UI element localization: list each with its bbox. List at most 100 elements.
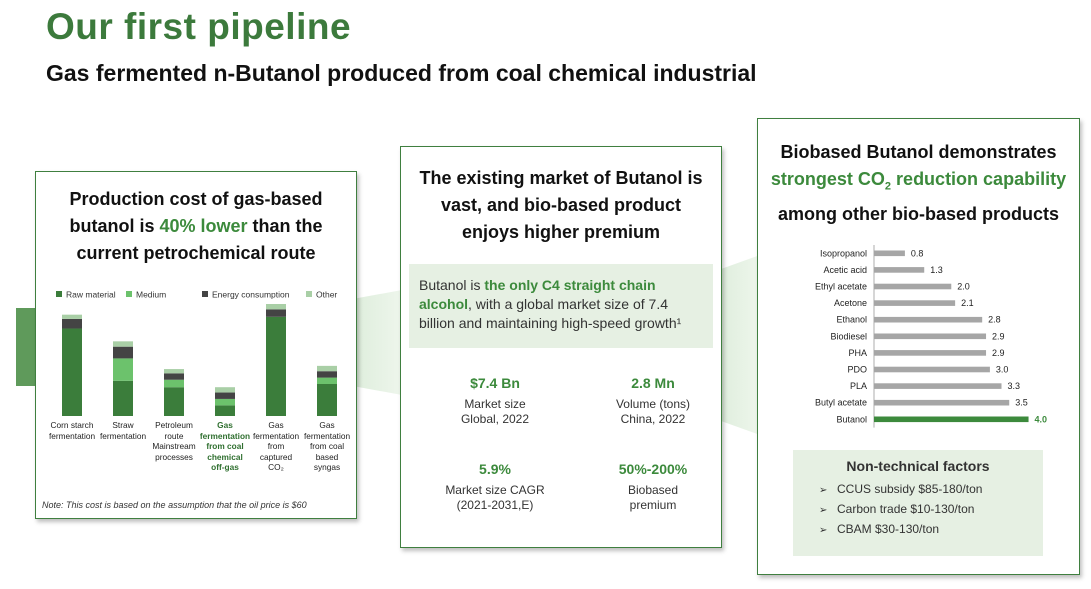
co2-reduction-bar-chart: Isopropanol 0.8 Acetic acid 1.3 Ethyl acetat… — [815, 245, 1048, 428]
co2-heading-hl-post: reduction capability — [891, 169, 1067, 189]
cost-heading-highlight: 40% lower — [159, 216, 248, 236]
data-bar — [874, 283, 952, 290]
bar-segment — [266, 309, 286, 317]
stat-market-size-label: Market size Global, 2022 — [415, 397, 575, 427]
stat-premium-value: 50%-200% — [618, 461, 688, 477]
bar-segment — [164, 379, 184, 388]
stat-cagr-value: 5.9% — [479, 461, 511, 477]
data-bar — [874, 350, 987, 356]
bar-segment — [317, 384, 337, 416]
legend-label: Other — [316, 290, 337, 300]
data-bar — [874, 416, 1029, 423]
category-label: Gas fermentation from captured CO₂ — [252, 420, 300, 472]
bar-segment — [113, 341, 133, 347]
category-label: Gas fermentation from coal based syngas — [303, 420, 351, 472]
co2-heading-line1: Biobased Butanol demonstrates — [780, 142, 1057, 162]
legend-swatch — [202, 291, 208, 297]
co2-reduction-card: Biobased Butanol demonstrates strongest … — [757, 118, 1080, 575]
data-label: 1.3 — [930, 265, 943, 275]
data-label: 4.0 — [1035, 414, 1048, 424]
data-label: 2.1 — [961, 298, 974, 308]
legend-label: Medium — [136, 290, 166, 300]
cost-heading-post: than the — [247, 216, 323, 236]
connector-band-left — [16, 308, 36, 386]
bar-segment — [317, 377, 337, 384]
stat-volume-value: 2.8 Mn — [631, 375, 675, 391]
legend-label: Raw material — [66, 290, 116, 300]
stat-label-line: Biobased — [627, 483, 679, 497]
legend-swatch — [126, 291, 132, 297]
non-technical-title: Non-technical factors — [846, 458, 990, 474]
stat-label-line: Market size CAGR — [445, 483, 545, 497]
stat-label-line: Global, 2022 — [460, 412, 530, 426]
cost-heading-line3: current petrochemical route — [76, 243, 316, 263]
data-bar — [874, 267, 925, 273]
butanol-info-box: Butanol is the only C4 straight chain al… — [409, 264, 713, 348]
info-highlight: the only C4 straight chain alcohol — [419, 277, 656, 312]
data-bar — [874, 366, 990, 373]
data-bar — [874, 399, 1010, 406]
non-technical-list: ➢ CCUS subsidy $85-180/ton ➢ Carbon trade … — [793, 480, 1043, 540]
data-bar — [874, 333, 987, 340]
bar-segment — [266, 316, 286, 416]
bar-segment — [113, 380, 133, 416]
market-heading-line3: enjoys higher premium — [461, 222, 661, 242]
category-label: Butyl acetate — [815, 398, 867, 408]
bar-segment — [113, 346, 133, 359]
category-label: Isopropanol — [820, 248, 867, 258]
market-card: The existing market of Butanol is vast, … — [400, 146, 722, 548]
legend-swatch — [306, 291, 312, 297]
data-label: 2.9 — [992, 331, 1005, 341]
data-bar — [874, 250, 905, 257]
stat-label-line: China, 2022 — [620, 412, 686, 426]
arrow-icon: ➢ — [819, 505, 828, 516]
category-label: Acetone — [834, 298, 867, 308]
stat-premium-label: Biobased premium — [573, 483, 733, 513]
category-label: Biodiesel — [830, 331, 867, 341]
data-label: 3.0 — [996, 365, 1009, 375]
bar-segment — [317, 371, 337, 378]
cost-card-heading: Production cost of gas-based butanol is … — [36, 186, 356, 267]
co2-card-heading: Biobased Butanol demonstrates strongest … — [758, 139, 1079, 228]
co2-heading-hl-sub: 2 — [884, 180, 892, 193]
bar-segment — [317, 365, 337, 372]
co2-heading-hl-pre: strongest CO — [770, 169, 885, 189]
category-label: PDO — [847, 365, 867, 375]
category-label: PHA — [848, 348, 867, 358]
data-label: 2.0 — [957, 282, 970, 292]
bar-segment — [62, 318, 82, 329]
data-bar — [874, 316, 983, 323]
info-pre: Butanol is — [419, 277, 485, 293]
category-label: Petroleum route Mainstream processes — [152, 420, 196, 462]
list-item: ➢ CBAM $30-130/ton — [819, 520, 1043, 540]
category-label: PLA — [850, 381, 867, 391]
category-label: Gas fermentation from coal chemical off-gas — [199, 420, 251, 472]
stat-market-size-value: $7.4 Bn — [470, 375, 520, 391]
stat-label-line: Market size — [464, 397, 526, 411]
list-item: ➢ Carbon trade $10-130/ton — [819, 500, 1043, 520]
category-label: Straw fermentation — [99, 420, 147, 441]
bar-segment — [215, 405, 235, 416]
cost-note: Note: This cost is based on the assumpti… — [42, 500, 307, 510]
category-label: Butanol — [836, 414, 867, 424]
data-label: 0.8 — [911, 248, 924, 258]
list-item-text: Carbon trade $10-130/ton — [837, 502, 975, 516]
stat-label-line: (2021-2031,E) — [456, 498, 534, 512]
connector-band-right — [720, 255, 760, 435]
market-heading-line1: The existing market of Butanol is — [419, 168, 703, 188]
co2-heading-line2: strongest CO2 reduction capability — [758, 166, 1079, 201]
cost-heading-pre: butanol is — [69, 216, 160, 236]
production-cost-stacked-chart: Raw material Medium Energy consumption Othe… — [56, 290, 337, 416]
data-bar — [874, 300, 956, 306]
category-label: Acetic acid — [823, 265, 867, 275]
category-label: Ethanol — [836, 315, 867, 325]
bar-segment — [266, 304, 286, 310]
bar-segment — [62, 328, 82, 416]
bar-segment — [215, 398, 235, 406]
data-bar — [874, 383, 1002, 389]
cost-heading-line1: Production cost of gas-based — [69, 189, 323, 209]
bar-segment — [215, 392, 235, 399]
page-title: Our first pipeline — [46, 6, 352, 47]
category-label: Ethyl acetate — [815, 282, 867, 292]
stat-cagr-label: Market size CAGR (2021-2031,E) — [415, 483, 575, 513]
